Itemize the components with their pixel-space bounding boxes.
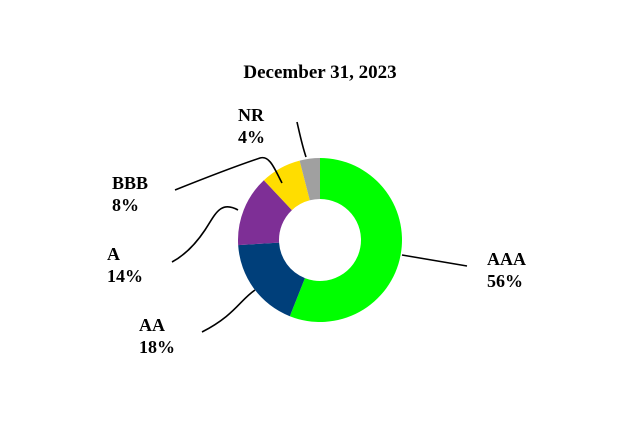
chart-title: December 31, 2023 [243,62,397,83]
leader-line-nr [296,121,307,158]
label-bbb: BBB 8% [112,173,149,215]
label-aa: AA 18% [139,315,175,357]
slice-nr [299,158,320,201]
slice-bbb [263,160,310,211]
label-aaa: AAA 56% [487,249,526,291]
leader-line-aaa [401,254,468,267]
leader-line-a [171,206,239,263]
label-nr: NR 4% [238,105,265,147]
label-a: A 14% [107,244,143,286]
leader-line-aa [201,289,256,333]
slice-aa [238,242,305,317]
slice-a [238,180,292,246]
slice-aaa [289,157,403,322]
leader-line-bbb [174,156,283,191]
